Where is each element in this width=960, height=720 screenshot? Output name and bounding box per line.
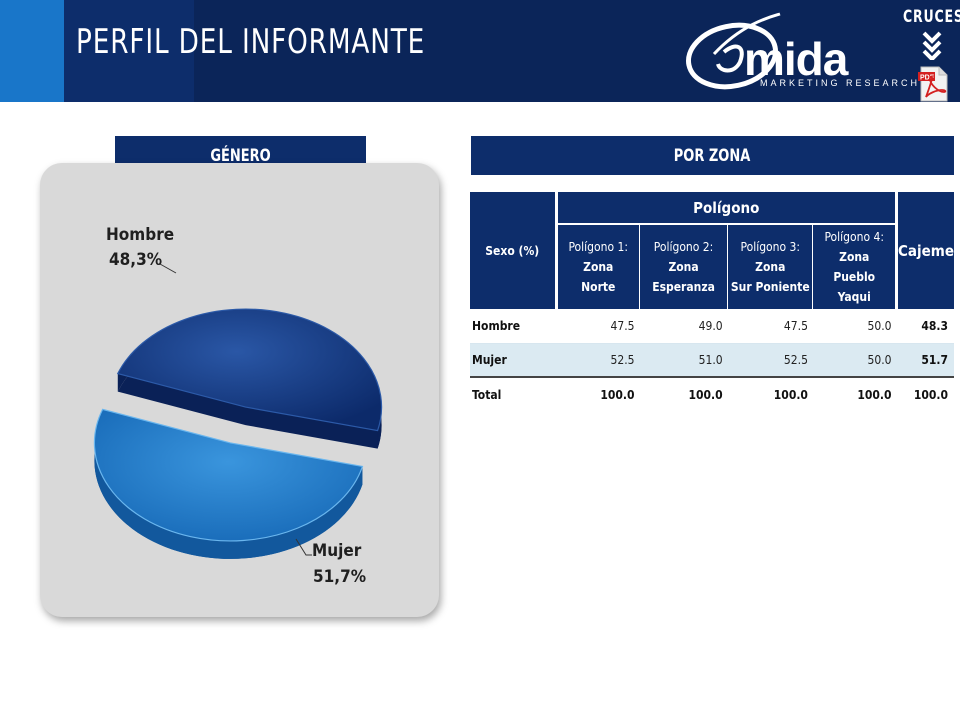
table-cell: 100.0 — [639, 377, 728, 411]
group-header-cell: Polígono — [556, 192, 897, 225]
label-hombre-name: Hombre — [106, 225, 174, 245]
cruces-nav[interactable]: CRUCES PDF — [900, 4, 960, 102]
column-header-poligono-1: Polígono 1: Zona Norte — [556, 224, 640, 309]
table-cell: 47.5 — [556, 309, 640, 344]
cruces-label[interactable]: CRUCES — [903, 7, 960, 27]
page-title: PERFIL DEL INFORMANTE — [76, 22, 426, 62]
column-header-poligono-4: Polígono 4: Zona Pueblo Yaqui — [812, 224, 897, 309]
header-panel — [64, 0, 194, 102]
svg-text:PDF: PDF — [920, 75, 935, 82]
chevrons-down-icon[interactable] — [920, 30, 944, 60]
table-cell: 51.0 — [639, 343, 728, 378]
mujer-leader-line — [295, 538, 312, 556]
table-cell: 50.0 — [812, 343, 897, 378]
table-cell: 52.5 — [727, 343, 813, 378]
cajeme-header-cell: Cajeme — [894, 192, 954, 309]
pdf-icon[interactable]: PDF — [918, 66, 948, 102]
label-hombre-value: 48,3% — [109, 250, 162, 270]
row-header-cell: Sexo (%) — [470, 192, 558, 309]
section-header-zona: POR ZONA — [471, 136, 954, 175]
gender-pie-chart: Hombre 48,3% Mujer 51,7% — [93, 225, 383, 587]
logo-swoosh-icon — [686, 12, 781, 90]
logo-tagline: MARKETING RESEARCH — [760, 78, 921, 88]
zone-table: Sexo (%) Polígono Cajeme Polígono 1: Zon… — [470, 192, 954, 411]
row-label: Hombre — [470, 309, 556, 344]
table-cell: 47.5 — [727, 309, 813, 344]
pie-slice-hombre — [116, 308, 383, 432]
cajeme-cell: 100.0 — [896, 377, 954, 411]
row-label: Total — [470, 377, 556, 411]
section-genero-label: GÉNERO — [210, 145, 271, 166]
hombre-leader-line — [159, 263, 177, 274]
table-row: Hombre 47.5 49.0 47.5 50.0 48.3 — [470, 309, 954, 344]
cajeme-cell: 48.3 — [896, 309, 954, 344]
cajeme-cell: 51.7 — [896, 343, 954, 378]
table-cell: 49.0 — [639, 309, 728, 344]
table-cell: 50.0 — [812, 309, 897, 344]
table-row: Total 100.0 100.0 100.0 100.0 100.0 — [470, 377, 954, 411]
section-zona-label: POR ZONA — [674, 145, 751, 166]
table-cell: 52.5 — [556, 343, 640, 378]
row-label: Mujer — [470, 343, 556, 378]
table-row: Mujer 52.5 51.0 52.5 50.0 51.7 — [470, 343, 954, 378]
label-mujer-value: 51,7% — [313, 567, 366, 587]
label-mujer-name: Mujer — [312, 541, 362, 561]
logo-word: mida — [744, 33, 848, 85]
table-cell: 100.0 — [727, 377, 813, 411]
header-bar: PERFIL DEL INFORMANTE mida MARKETING RES… — [0, 0, 960, 102]
header-accent — [0, 0, 64, 102]
table-cell: 100.0 — [812, 377, 897, 411]
pie-slice-mujer — [93, 408, 364, 542]
column-header-poligono-3: Polígono 3: Zona Sur Poniente — [727, 224, 814, 309]
table-cell: 100.0 — [556, 377, 640, 411]
column-header-poligono-2: Polígono 2: Zona Esperanza — [639, 224, 729, 309]
omida-logo: mida MARKETING RESEARCH — [684, 12, 917, 94]
